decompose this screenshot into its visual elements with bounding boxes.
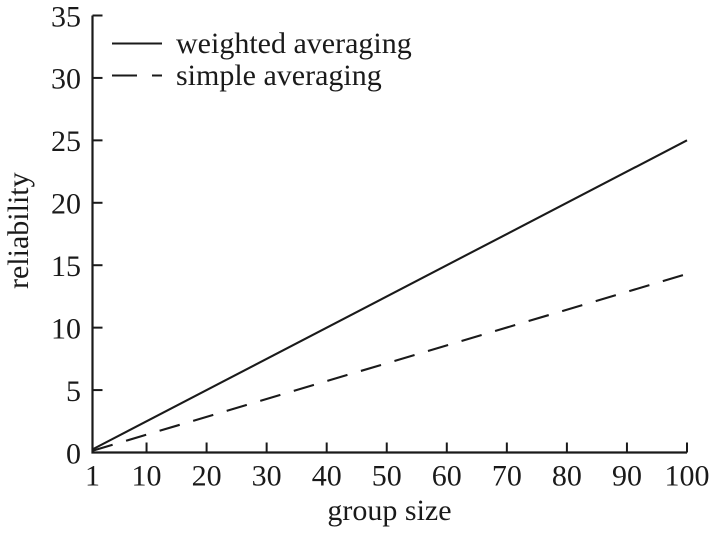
x-tick-label: 40 <box>312 460 342 493</box>
y-tick-label: 25 <box>51 125 81 158</box>
y-tick-label: 20 <box>51 188 81 221</box>
y-tick-label: 0 <box>66 437 81 470</box>
x-tick-label: 10 <box>132 460 162 493</box>
x-tick-label: 100 <box>665 460 709 493</box>
series-line-simple-averaging <box>92 272 688 452</box>
x-tick-label: 50 <box>372 460 402 493</box>
x-tick-label: 80 <box>552 460 582 493</box>
x-axis-label: group size <box>327 494 452 527</box>
x-tick-label: 90 <box>612 460 642 493</box>
y-tick-label: 5 <box>66 375 81 408</box>
x-tick-label: 70 <box>492 460 522 493</box>
y-axis-label: reliability <box>2 172 35 290</box>
x-tick-label: 60 <box>432 460 462 493</box>
y-tick-label: 35 <box>51 0 81 33</box>
x-tick-label: 30 <box>252 460 282 493</box>
x-tick-label: 20 <box>192 460 222 493</box>
legend-item-simple-averaging: simple averaging <box>176 59 382 92</box>
legend-item-weighted-averaging: weighted averaging <box>176 27 412 60</box>
y-tick-label: 10 <box>51 312 81 345</box>
x-tick-label: 1 <box>85 460 100 493</box>
y-tick-label: 30 <box>51 63 81 96</box>
y-tick-label: 15 <box>51 250 81 283</box>
series-line-weighted-averaging <box>92 139 688 451</box>
